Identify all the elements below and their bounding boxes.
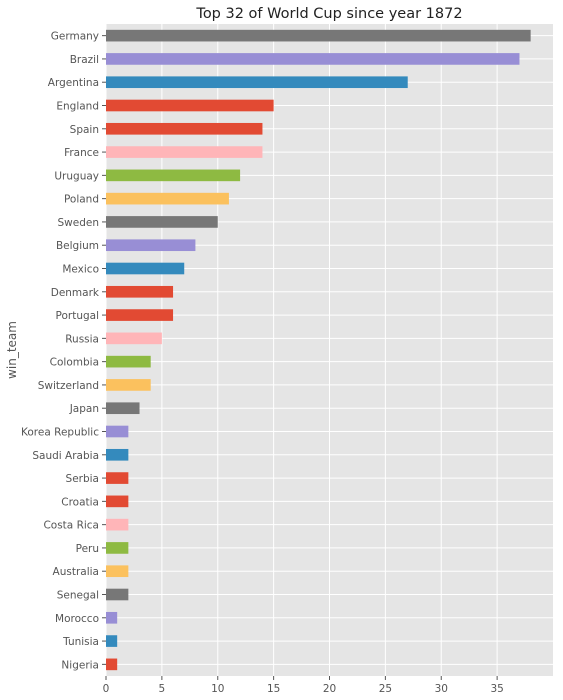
bar	[106, 53, 520, 65]
y-tick-label: Saudi Arabia	[32, 450, 99, 462]
bar	[106, 332, 162, 345]
x-tick-label: 35	[490, 683, 503, 695]
x-tick-label: 10	[211, 683, 224, 695]
x-tick-label: 25	[379, 683, 392, 695]
y-tick-label: Colombia	[50, 357, 99, 369]
bar	[106, 309, 174, 321]
y-tick-label: Korea Republic	[21, 427, 99, 439]
x-tick-labels: 0 5 10 15 20 25 30 35	[103, 676, 504, 695]
x-tick-label: 0	[103, 683, 110, 695]
y-tick-label: Spain	[70, 124, 99, 136]
bar	[106, 122, 263, 135]
bar	[106, 239, 196, 252]
x-tick-label: 15	[267, 683, 280, 695]
bar	[106, 29, 531, 42]
x-tick-label: 20	[323, 683, 336, 695]
y-tick-label: England	[56, 101, 99, 113]
bar	[106, 76, 408, 89]
bar	[106, 146, 263, 158]
y-tick-label: Peru	[76, 543, 99, 555]
y-tick-label: Russia	[65, 333, 99, 345]
bar	[106, 472, 129, 484]
bar	[106, 169, 241, 182]
y-tick-label: Switzerland	[38, 380, 99, 392]
bar	[106, 495, 129, 508]
y-tick-labels: Germany Brazil Argentina England Spain France…	[21, 31, 106, 671]
y-tick-label: Poland	[64, 194, 99, 206]
bar	[106, 216, 218, 228]
bar	[106, 355, 151, 368]
y-tick-label: Australia	[53, 566, 99, 578]
y-tick-label: Portugal	[56, 310, 100, 322]
bar	[106, 542, 129, 554]
y-axis-label: win_team	[5, 321, 19, 379]
y-tick-label: France	[64, 147, 99, 159]
y-tick-label: Japan	[69, 403, 99, 415]
bar	[106, 588, 129, 601]
bar	[106, 99, 274, 112]
y-tick-label: Denmark	[51, 287, 100, 299]
bar	[106, 192, 229, 205]
y-tick-label: Serbia	[66, 473, 99, 485]
chart-title: Top 32 of World Cup since year 1872	[195, 6, 462, 22]
y-tick-label: Costa Rica	[43, 520, 99, 532]
bar	[106, 379, 151, 391]
y-tick-label: Morocco	[55, 613, 99, 625]
bar	[106, 262, 185, 275]
bar	[106, 658, 118, 671]
bar	[106, 402, 140, 415]
y-tick-label: Senegal	[57, 590, 99, 602]
y-tick-label: Mexico	[62, 264, 99, 276]
bars	[106, 29, 531, 671]
x-tick-label: 5	[159, 683, 166, 695]
x-tick-label: 30	[435, 683, 448, 695]
bar	[106, 518, 129, 531]
y-tick-label: Tunisia	[62, 636, 99, 648]
y-tick-label: Argentina	[48, 77, 99, 89]
y-tick-label: Brazil	[70, 54, 99, 66]
bar	[106, 448, 129, 461]
y-tick-label: Croatia	[61, 496, 99, 508]
bar	[106, 635, 118, 647]
y-tick-label: Germany	[51, 31, 99, 43]
y-tick-label: Sweden	[58, 217, 100, 229]
y-tick-label: Uruguay	[54, 170, 99, 182]
bar	[106, 285, 174, 298]
bar	[106, 611, 118, 624]
bar	[106, 565, 129, 578]
y-tick-label: Belgium	[56, 240, 99, 252]
y-tick-label: Nigeria	[61, 659, 99, 671]
bar	[106, 425, 129, 438]
